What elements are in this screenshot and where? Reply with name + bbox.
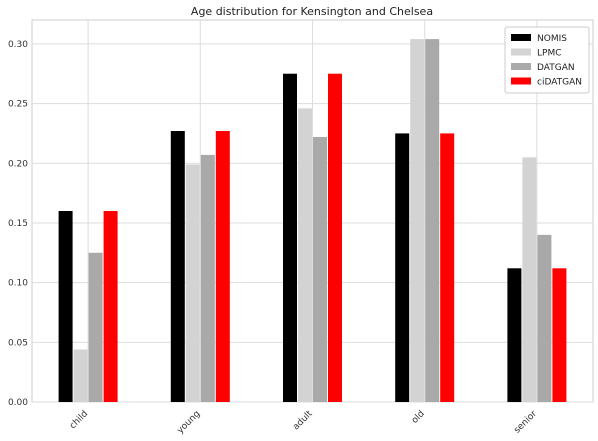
bars: [58, 39, 567, 403]
bar-cidatgan-child: [103, 211, 118, 402]
y-tick-label: 0.00: [8, 398, 28, 408]
bar-cidatgan-young: [215, 131, 230, 403]
legend-swatch-lpmc: [511, 48, 531, 56]
legend-swatch-cidatgan: [511, 77, 531, 85]
legend-label: ciDATGAN: [537, 78, 582, 88]
bar-datgan-young: [200, 154, 215, 402]
bar-lpmc-adult: [298, 108, 312, 403]
legend-label: NOMIS: [537, 34, 567, 44]
x-tick-label: senior: [512, 409, 539, 436]
bar-nomis-adult: [283, 73, 297, 402]
bar-datgan-senior: [537, 234, 552, 402]
bar-lpmc-child: [73, 349, 88, 402]
bar-datgan-old: [425, 39, 440, 402]
y-tick-label: 0.30: [8, 40, 28, 50]
x-tick-label: young: [176, 409, 203, 436]
bar-datgan-adult: [313, 136, 327, 403]
bar-nomis-child: [58, 211, 73, 402]
bar-datgan-child: [88, 252, 103, 402]
legend: NOMIS LPMC DATGAN ciDATGAN: [504, 26, 590, 94]
y-tick-label: 0.05: [8, 338, 28, 348]
legend-label: LPMC: [537, 49, 562, 59]
legend-box: [504, 26, 590, 94]
legend-swatch-nomis: [511, 34, 531, 41]
bar-lpmc-young: [185, 164, 200, 402]
bar-cidatgan-senior: [552, 268, 567, 402]
y-tick-labels: 0.00 0.05 0.10 0.15 0.20 0.25 0.30: [8, 40, 28, 408]
chart-title: Age distribution for Kensington and Chel…: [191, 5, 433, 18]
bar-nomis-senior: [507, 268, 522, 402]
y-tick-label: 0.15: [8, 219, 28, 229]
x-tick-labels: child young adult old senior: [68, 409, 539, 436]
x-tick-label: child: [68, 409, 90, 431]
legend-label: DATGAN: [537, 63, 575, 73]
x-tick-label: adult: [291, 409, 315, 433]
y-tick-label: 0.25: [8, 100, 28, 110]
grid-lines: [32, 20, 593, 403]
bar-cidatgan-old: [440, 133, 455, 402]
x-tick-label: old: [410, 409, 427, 426]
bar-nomis-young: [170, 131, 185, 403]
bar-nomis-old: [395, 133, 410, 402]
legend-swatch-datgan: [511, 63, 531, 70]
y-tick-label: 0.10: [8, 279, 28, 289]
bar-cidatgan-adult: [328, 73, 342, 402]
bar-lpmc-old: [410, 39, 425, 402]
bar-lpmc-senior: [522, 157, 537, 402]
y-tick-label: 0.20: [8, 159, 28, 169]
